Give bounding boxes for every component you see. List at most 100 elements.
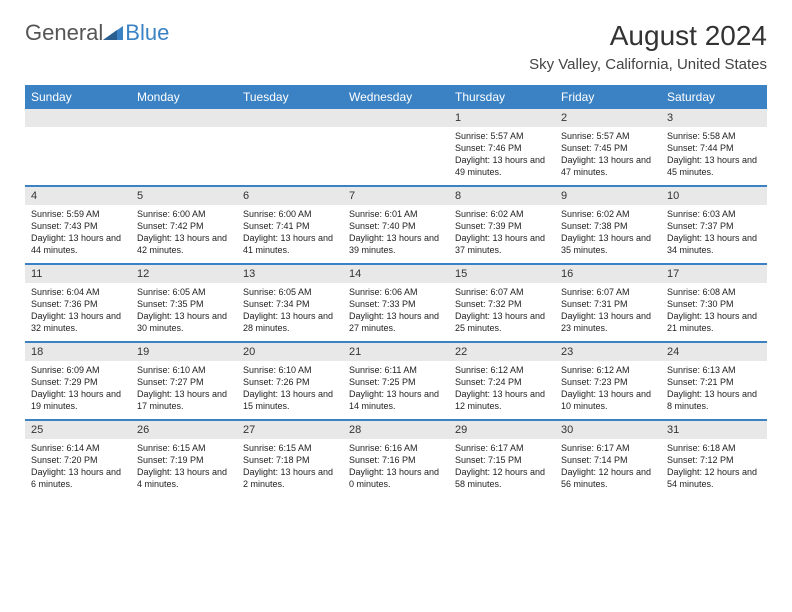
daylight-line: Daylight: 13 hours and 27 minutes. xyxy=(349,311,439,333)
sunrise-line: Sunrise: 5:57 AM xyxy=(561,131,630,141)
calendar-table: SundayMondayTuesdayWednesdayThursdayFrid… xyxy=(25,85,767,497)
sunset-line: Sunset: 7:25 PM xyxy=(349,377,416,387)
day-number: 26 xyxy=(131,421,237,439)
sunrise-line: Sunrise: 6:12 AM xyxy=(455,365,524,375)
daylight-line: Daylight: 13 hours and 10 minutes. xyxy=(561,389,651,411)
dow-header: Saturday xyxy=(661,85,767,109)
day-number: 4 xyxy=(25,187,131,205)
sunrise-line: Sunrise: 5:58 AM xyxy=(667,131,736,141)
dow-header: Tuesday xyxy=(237,85,343,109)
daylight-line: Daylight: 13 hours and 19 minutes. xyxy=(31,389,121,411)
daylight-line: Daylight: 13 hours and 14 minutes. xyxy=(349,389,439,411)
day-info: Sunrise: 6:17 AMSunset: 7:14 PMDaylight:… xyxy=(555,439,661,497)
sunset-line: Sunset: 7:29 PM xyxy=(31,377,98,387)
day-number: 8 xyxy=(449,187,555,205)
daylight-line: Daylight: 13 hours and 28 minutes. xyxy=(243,311,333,333)
sunset-line: Sunset: 7:38 PM xyxy=(561,221,628,231)
day-info: Sunrise: 6:00 AMSunset: 7:41 PMDaylight:… xyxy=(237,205,343,263)
sunset-line: Sunset: 7:35 PM xyxy=(137,299,204,309)
day-info-row: Sunrise: 5:59 AMSunset: 7:43 PMDaylight:… xyxy=(25,205,767,263)
day-info: Sunrise: 6:17 AMSunset: 7:15 PMDaylight:… xyxy=(449,439,555,497)
day-number: 14 xyxy=(343,265,449,283)
day-info: Sunrise: 6:04 AMSunset: 7:36 PMDaylight:… xyxy=(25,283,131,341)
sunrise-line: Sunrise: 6:09 AM xyxy=(31,365,100,375)
day-number: 29 xyxy=(449,421,555,439)
day-info: Sunrise: 6:10 AMSunset: 7:27 PMDaylight:… xyxy=(131,361,237,419)
sunrise-line: Sunrise: 6:00 AM xyxy=(243,209,312,219)
dow-header: Friday xyxy=(555,85,661,109)
day-number: 19 xyxy=(131,343,237,361)
sunrise-line: Sunrise: 6:15 AM xyxy=(137,443,206,453)
day-number: 24 xyxy=(661,343,767,361)
sunset-line: Sunset: 7:14 PM xyxy=(561,455,628,465)
sunset-line: Sunset: 7:15 PM xyxy=(455,455,522,465)
day-info: Sunrise: 6:01 AMSunset: 7:40 PMDaylight:… xyxy=(343,205,449,263)
day-number: 10 xyxy=(661,187,767,205)
day-number-row: 11121314151617 xyxy=(25,265,767,283)
daylight-line: Daylight: 13 hours and 42 minutes. xyxy=(137,233,227,255)
sunrise-line: Sunrise: 5:59 AM xyxy=(31,209,100,219)
daylight-line: Daylight: 13 hours and 45 minutes. xyxy=(667,155,757,177)
day-info: Sunrise: 5:57 AMSunset: 7:46 PMDaylight:… xyxy=(449,127,555,185)
day-info: Sunrise: 6:14 AMSunset: 7:20 PMDaylight:… xyxy=(25,439,131,497)
sunset-line: Sunset: 7:42 PM xyxy=(137,221,204,231)
day-info xyxy=(237,127,343,185)
daylight-line: Daylight: 13 hours and 44 minutes. xyxy=(31,233,121,255)
day-info: Sunrise: 5:57 AM Sunset: 7:45 PM Daylight:… xyxy=(555,127,661,185)
sunset-line: Sunset: 7:26 PM xyxy=(243,377,310,387)
day-number: 13 xyxy=(237,265,343,283)
sunrise-line: Sunrise: 6:05 AM xyxy=(137,287,206,297)
sunset-line: Sunset: 7:40 PM xyxy=(349,221,416,231)
sunset-line: Sunset: 7:31 PM xyxy=(561,299,628,309)
day-number: 16 xyxy=(555,265,661,283)
daylight-line: Daylight: 13 hours and 15 minutes. xyxy=(243,389,333,411)
sunset-line: Sunset: 7:44 PM xyxy=(667,143,734,153)
sunset-line: Sunset: 7:27 PM xyxy=(137,377,204,387)
day-info: Sunrise: 6:11 AMSunset: 7:25 PMDaylight:… xyxy=(343,361,449,419)
sunrise-line: Sunrise: 5:57 AM xyxy=(455,131,524,141)
day-number: 30 xyxy=(555,421,661,439)
day-info: Sunrise: 6:07 AMSunset: 7:32 PMDaylight:… xyxy=(449,283,555,341)
sunrise-line: Sunrise: 6:07 AM xyxy=(561,287,630,297)
day-info: Sunrise: 6:15 AMSunset: 7:19 PMDaylight:… xyxy=(131,439,237,497)
day-number: 21 xyxy=(343,343,449,361)
day-number: 9 xyxy=(555,187,661,205)
day-number: 31 xyxy=(661,421,767,439)
daylight-line: Daylight: 13 hours and 6 minutes. xyxy=(31,467,121,489)
sunset-line: Sunset: 7:18 PM xyxy=(243,455,310,465)
sunrise-line: Sunrise: 6:02 AM xyxy=(561,209,630,219)
sunset-line: Sunset: 7:45 PM xyxy=(561,143,628,153)
location: Sky Valley, California, United States xyxy=(529,56,767,73)
day-info: Sunrise: 6:09 AM Sunset: 7:29 PM Daylight:… xyxy=(25,361,131,419)
day-info: Sunrise: 6:02 AMSunset: 7:39 PMDaylight:… xyxy=(449,205,555,263)
daylight-line: Daylight: 12 hours and 58 minutes. xyxy=(455,467,545,489)
day-number: 6 xyxy=(237,187,343,205)
day-info: Sunrise: 6:00 AMSunset: 7:42 PMDaylight:… xyxy=(131,205,237,263)
logo-text-general: General xyxy=(25,20,103,46)
day-info: Sunrise: 6:10 AMSunset: 7:26 PMDaylight:… xyxy=(237,361,343,419)
day-number-row: 123 xyxy=(25,109,767,127)
day-number: 15 xyxy=(449,265,555,283)
daylight-line: Daylight: 13 hours and 30 minutes. xyxy=(137,311,227,333)
sunrise-line: Sunrise: 6:03 AM xyxy=(667,209,736,219)
daylight-line: Daylight: 13 hours and 12 minutes. xyxy=(455,389,545,411)
daylight-line: Daylight: 13 hours and 41 minutes. xyxy=(243,233,333,255)
day-info: Sunrise: 6:13 AMSunset: 7:21 PMDaylight:… xyxy=(661,361,767,419)
day-info: Sunrise: 6:12 AM Sunset: 7:24 PM Daylight:… xyxy=(449,361,555,419)
day-info: Sunrise: 6:18 AMSunset: 7:12 PMDaylight:… xyxy=(661,439,767,497)
sunset-line: Sunset: 7:39 PM xyxy=(455,221,522,231)
sunrise-line: Sunrise: 6:16 AM xyxy=(349,443,418,453)
daylight-line: Daylight: 13 hours and 49 minutes. xyxy=(455,155,545,177)
daylight-line: Daylight: 13 hours and 47 minutes. xyxy=(561,155,651,177)
day-number: 3 xyxy=(661,109,767,127)
day-info: Sunrise: 5:58 AM Sunset: 7:44 PM Daylight:… xyxy=(661,127,767,185)
sunrise-line: Sunrise: 6:02 AM xyxy=(455,209,524,219)
sunset-line: Sunset: 7:24 PM xyxy=(455,377,522,387)
day-number: 17 xyxy=(661,265,767,283)
logo: General Blue xyxy=(25,20,169,46)
sunset-line: Sunset: 7:30 PM xyxy=(667,299,734,309)
dow-header: Wednesday xyxy=(343,85,449,109)
daylight-line: Daylight: 13 hours and 25 minutes. xyxy=(455,311,545,333)
sunset-line: Sunset: 7:33 PM xyxy=(349,299,416,309)
day-info: Sunrise: 6:02 AMSunset: 7:38 PMDaylight:… xyxy=(555,205,661,263)
